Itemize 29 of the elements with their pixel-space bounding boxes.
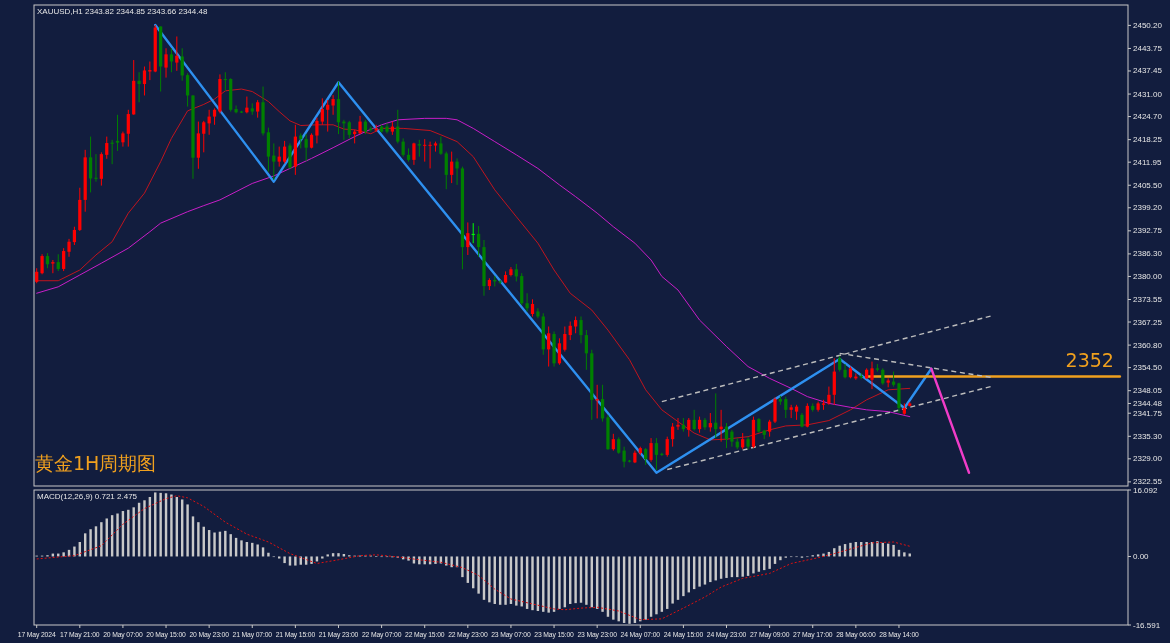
y-tick-label: 2418.25 (1133, 135, 1163, 145)
y-tick-label: 2437.45 (1133, 66, 1163, 76)
y-tick-label: 2322.55 (1133, 477, 1163, 487)
y-tick-label: 2450.20 (1133, 20, 1163, 30)
y-tick-label: 2386.30 (1133, 249, 1163, 259)
y-tick-label: 2373.55 (1133, 295, 1163, 304)
y-tick-label: 0.00 (1133, 551, 1150, 561)
y-tick-label: 2348.05 (1133, 386, 1163, 396)
y-tick-label: 2367.25 (1133, 317, 1163, 327)
y-tick-label: 2341.75 (1133, 408, 1163, 418)
y-tick-label: 2335.30 (1133, 431, 1163, 441)
y-tick-label: 2424.70 (1133, 112, 1163, 122)
annotation: 黄金1H周期图 (35, 452, 157, 474)
y-tick-label: 2354.50 (1133, 363, 1163, 373)
y-tick-label: 2392.75 (1133, 226, 1163, 236)
y-tick-label: 16.092 (1133, 485, 1159, 495)
y-tick-label: 2431.00 (1133, 89, 1163, 99)
y-tick-label: -16.591 (1133, 620, 1161, 630)
chart-title: MACD(12,26,9) 0.721 2.475 (37, 492, 138, 501)
y-tick-label: 2443.75 (1133, 43, 1163, 53)
chart-title: XAUUSD,H1 2343.82 2344.85 2343.66 2344.48 (37, 7, 208, 16)
y-tick-label: 2380.00 (1133, 271, 1163, 281)
y-tick-label: 2360.80 (1133, 340, 1163, 350)
y-tick-label: 2405.50 (1133, 180, 1163, 190)
y-tick-label: 2344.48 (1133, 398, 1163, 408)
y-tick-label: 2329.00 (1133, 454, 1163, 464)
series-label: 2352 (1065, 348, 1114, 371)
y-tick-label: 2399.20 (1133, 203, 1163, 213)
y-tick-label: 2411.95 (1133, 157, 1162, 167)
